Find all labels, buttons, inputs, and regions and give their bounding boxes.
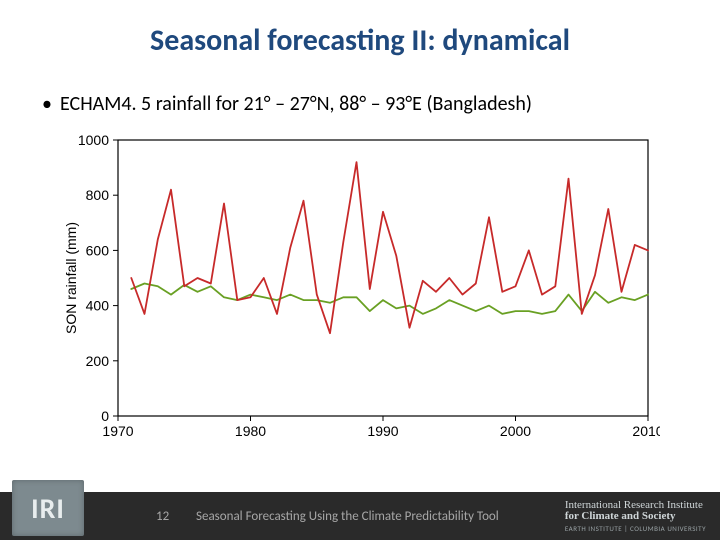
bullet-marker: • <box>42 92 60 116</box>
slide-footer: IRI 12 Seasonal Forecasting Using the Cl… <box>0 492 720 540</box>
institute-line2: for Climate and Society <box>565 511 706 523</box>
page-number: 12 <box>156 492 169 540</box>
footer-caption: Seasonal Forecasting Using the Climate P… <box>196 492 499 540</box>
slide-title: Seasonal forecasting II: dynamical <box>0 22 720 59</box>
svg-text:2010: 2010 <box>632 423 660 439</box>
svg-text:2000: 2000 <box>500 423 531 439</box>
svg-text:200: 200 <box>86 353 110 369</box>
svg-text:0: 0 <box>101 408 109 424</box>
rainfall-chart: 0 200 400 600 800 1000 1970 1980 1990 2000 2010 SON… <box>60 130 660 450</box>
bullet-text: ECHAM4. 5 rainfall for 21° – 27°N, 88° –… <box>60 92 532 116</box>
svg-text:1980: 1980 <box>235 423 266 439</box>
bullet-line: •ECHAM4. 5 rainfall for 21° – 27°N, 88° … <box>42 92 532 116</box>
svg-text:400: 400 <box>86 298 110 314</box>
svg-text:1000: 1000 <box>78 132 109 148</box>
svg-text:1990: 1990 <box>367 423 398 439</box>
svg-text:1970: 1970 <box>102 423 133 439</box>
institute-line3: EARTH INSTITUTE | COLUMBIA UNIVERSITY <box>565 525 706 532</box>
svg-text:SON rainfall (mm): SON rainfall (mm) <box>63 222 79 334</box>
svg-text:800: 800 <box>86 187 110 203</box>
svg-text:600: 600 <box>86 242 110 258</box>
institute-block: International Research Institute for Cli… <box>565 492 706 540</box>
iri-logo: IRI <box>12 480 84 536</box>
